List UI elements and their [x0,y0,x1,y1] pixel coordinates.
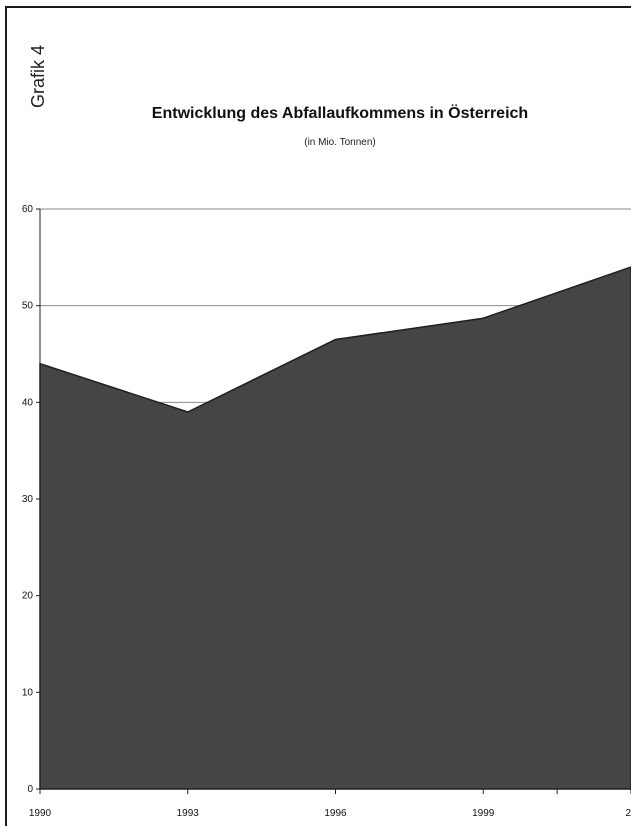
x-tick-label-1996: 1996 [324,808,347,819]
y-tick-label-50: 50 [22,301,34,312]
chart-title: Entwicklung des Abfallaufkommens in Öste… [152,103,528,122]
chart-subtitle: (in Mio. Tonnen) [304,137,376,148]
y-tick-label-60: 60 [22,204,34,215]
x-tick-label-1993: 1993 [177,808,200,819]
y-tick-label-10: 10 [22,687,34,698]
x-tick-label-2: 2 [625,808,631,819]
y-tick-label-0: 0 [27,784,33,795]
y-tick-label-20: 20 [22,591,34,602]
x-tick-labels: 1990 1993 1996 1999 2 [29,789,631,819]
chart-frame [5,6,631,826]
y-tick-label-40: 40 [22,397,34,408]
x-tick-label-1990: 1990 [29,808,52,819]
area-series-fill [39,266,631,790]
area-series [39,266,631,790]
y-tick-labels: 0 10 20 30 40 50 60 [22,204,40,795]
x-tick-label-1999: 1999 [472,808,495,819]
y-tick-label-30: 30 [22,494,34,505]
